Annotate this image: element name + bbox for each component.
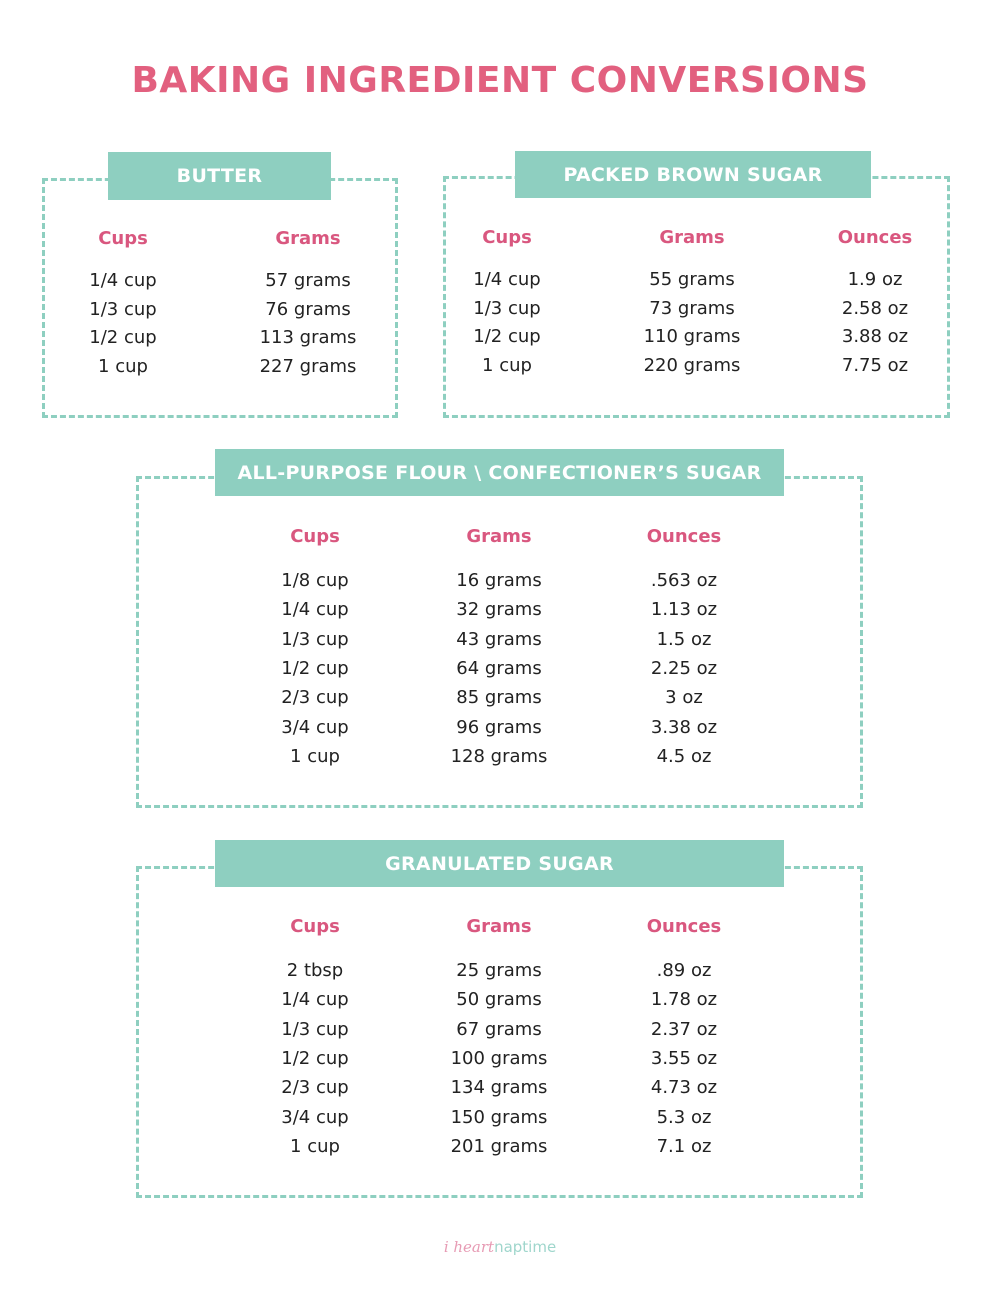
table-cell: 3.88 oz: [841, 326, 909, 347]
table-cell: .563 oz: [650, 570, 718, 591]
table-cell: 201 grams: [450, 1135, 548, 1157]
table-cell: 1/3 cup: [89, 298, 157, 320]
table-cell: 3.55 oz: [650, 1047, 718, 1069]
table-cell: 7.75 oz: [841, 354, 909, 376]
column-header: Ounces: [837, 227, 913, 248]
table-cell: 43 grams: [456, 628, 542, 650]
table-cell: 134 grams: [450, 1077, 548, 1099]
table-cell: 1 cup: [290, 1135, 340, 1157]
table-cell: 1/3 cup: [281, 628, 349, 650]
column-header: Cups: [98, 228, 148, 249]
table-cell: 1/8 cup: [281, 570, 349, 591]
table-cell: 16 grams: [456, 570, 542, 591]
table-cell: 220 grams: [643, 354, 741, 376]
table-cell: 1.78 oz: [650, 989, 718, 1011]
table-cell: 2 tbsp: [286, 960, 344, 981]
table-cell: 1/4 cup: [281, 989, 349, 1011]
table-cell: 150 grams: [450, 1106, 548, 1128]
table-cell: 4.5 oz: [656, 745, 712, 767]
table-cell: 57 grams: [265, 270, 351, 291]
table-cell: 1 cup: [290, 745, 340, 767]
table-cell: 67 grams: [456, 1018, 542, 1040]
column-header: Grams: [466, 526, 532, 547]
table-cell: 64 grams: [456, 657, 542, 679]
table-cell: 25 grams: [456, 960, 542, 981]
section-title: BUTTER: [108, 152, 331, 200]
table-cell: 1 cup: [482, 354, 532, 376]
table-cell: 1/2 cup: [89, 327, 157, 348]
table-cell: 113 grams: [259, 327, 357, 348]
column-header: Ounces: [646, 526, 722, 547]
table-cell: 96 grams: [456, 716, 542, 738]
table-cell: 1/4 cup: [473, 269, 541, 290]
section-title: PACKED BROWN SUGAR: [515, 151, 871, 198]
table-cell: 110 grams: [643, 326, 741, 347]
table-cell: 2.37 oz: [650, 1018, 718, 1040]
table-cell: 73 grams: [649, 297, 735, 319]
table-cell: 1.9 oz: [847, 269, 903, 290]
table-cell: 1/3 cup: [281, 1018, 349, 1040]
brand-logo: i heartnaptime: [0, 1238, 1000, 1256]
table-cell: 7.1 oz: [656, 1135, 712, 1157]
table-cell: 1/2 cup: [473, 326, 541, 347]
table-cell: 5.3 oz: [656, 1106, 712, 1128]
table-cell: 1 cup: [98, 355, 148, 377]
table-cell: .89 oz: [656, 960, 712, 981]
table-cell: 1/3 cup: [473, 297, 541, 319]
table-cell: 3/4 cup: [281, 1106, 349, 1128]
table-cell: 100 grams: [450, 1047, 548, 1069]
column-header: Grams: [659, 227, 725, 248]
table-cell: 2/3 cup: [281, 687, 349, 709]
column-header: Cups: [482, 227, 532, 248]
section-title: GRANULATED SUGAR: [215, 840, 784, 887]
table-cell: 2/3 cup: [281, 1077, 349, 1099]
table-cell: 32 grams: [456, 599, 542, 621]
logo-part-2: naptime: [494, 1238, 557, 1256]
table-cell: 55 grams: [649, 269, 735, 290]
table-cell: 3.38 oz: [650, 716, 718, 738]
table-cell: 1/4 cup: [89, 270, 157, 291]
column-header: Grams: [466, 916, 532, 937]
table-cell: 1/2 cup: [281, 1047, 349, 1069]
page-title: BAKING INGREDIENT CONVERSIONS: [131, 60, 869, 101]
table-cell: 1/2 cup: [281, 657, 349, 679]
column-header: Cups: [290, 526, 340, 547]
table-cell: 1.5 oz: [656, 628, 712, 650]
table-cell: 3 oz: [665, 687, 703, 709]
table-cell: 50 grams: [456, 989, 542, 1011]
table-cell: 1.13 oz: [650, 599, 718, 621]
logo-part-1: i heart: [443, 1238, 495, 1256]
table-cell: 128 grams: [450, 745, 548, 767]
column-header: Ounces: [646, 916, 722, 937]
table-cell: 85 grams: [456, 687, 542, 709]
table-cell: 3/4 cup: [281, 716, 349, 738]
table-cell: 4.73 oz: [650, 1077, 718, 1099]
table-cell: 1/4 cup: [281, 599, 349, 621]
table-cell: 2.58 oz: [841, 297, 909, 319]
section-title: ALL-PURPOSE FLOUR \ CONFECTIONER’S SUGAR: [215, 449, 784, 496]
column-header: Grams: [275, 228, 341, 249]
table-cell: 76 grams: [265, 298, 351, 320]
table-cell: 2.25 oz: [650, 657, 718, 679]
column-header: Cups: [290, 916, 340, 937]
table-cell: 227 grams: [259, 355, 357, 377]
